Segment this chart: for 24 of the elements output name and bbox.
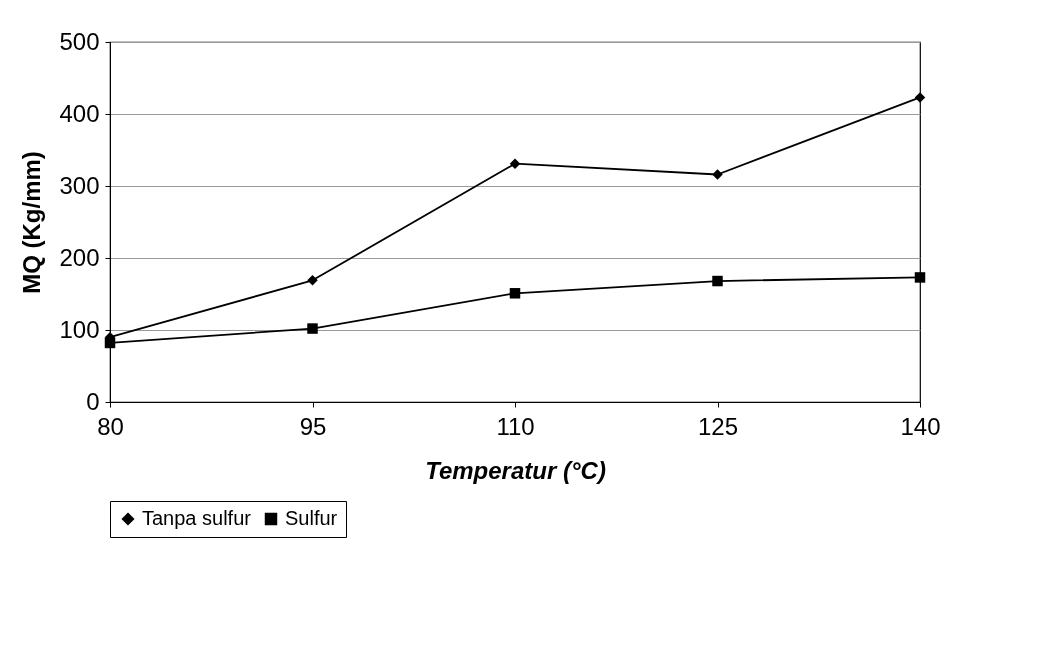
point <box>914 272 926 283</box>
x-tick-label: 110 <box>496 412 535 440</box>
y-tick-label: 100 <box>59 315 100 343</box>
point <box>509 158 521 169</box>
x-axis-title: Temperatur (°C) <box>425 456 606 484</box>
y-tick-label: 400 <box>59 99 100 127</box>
x-tick-label: 95 <box>299 412 327 440</box>
x-tick-label: 125 <box>697 412 739 440</box>
y-tick-label: 0 <box>86 387 100 415</box>
y-tick-label: 300 <box>59 171 100 199</box>
point <box>307 323 318 334</box>
y-tick-label: 500 <box>59 27 100 55</box>
point <box>712 275 723 287</box>
legend-label: Tanpa sulfur <box>142 507 252 529</box>
y-axis-title: MQ (Kg/mm) <box>18 151 46 294</box>
legend-label: Sulfur <box>285 507 338 529</box>
y-tick-label: 200 <box>59 243 100 271</box>
point <box>712 169 723 180</box>
point <box>104 337 116 349</box>
point <box>307 275 318 286</box>
point <box>914 92 926 103</box>
x-tick-label: 80 <box>97 412 124 440</box>
x-tick-label: 140 <box>900 412 941 440</box>
point <box>509 288 521 299</box>
